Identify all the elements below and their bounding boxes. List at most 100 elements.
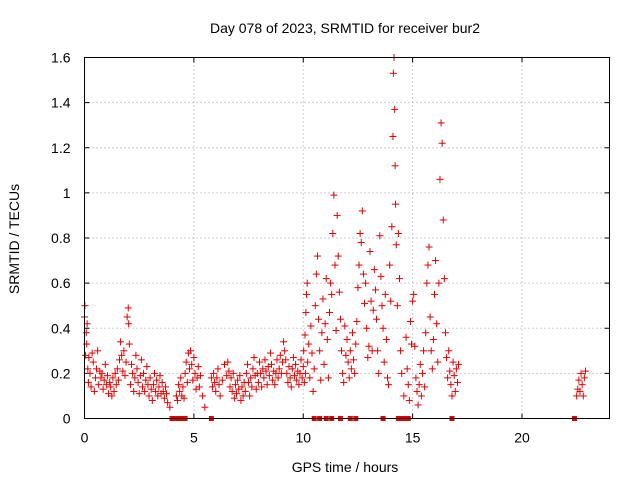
data-point: [103, 372, 111, 380]
data-point: [421, 383, 429, 391]
data-point: [331, 261, 339, 269]
data-point: [188, 360, 196, 368]
data-point: [392, 200, 400, 208]
data-point: [330, 191, 338, 199]
data-point: [176, 387, 184, 395]
data-point: [107, 383, 115, 391]
data-point: [158, 378, 166, 386]
data-point: [122, 358, 130, 366]
data-point: [316, 347, 324, 355]
data-point: [231, 381, 239, 389]
data-point: [84, 378, 92, 386]
data-point: [300, 378, 308, 386]
data-point: [147, 385, 155, 393]
data-point: [299, 363, 307, 371]
data-point: [365, 342, 373, 350]
data-point: [153, 376, 161, 384]
data-point: [265, 372, 273, 380]
data-point: [351, 369, 359, 377]
data-point: [182, 358, 190, 366]
data-point: [133, 365, 141, 373]
data-point: [120, 347, 128, 355]
data-point: [389, 69, 397, 77]
data-point: [146, 374, 154, 382]
data-point: [445, 347, 453, 355]
data-point: [247, 374, 255, 382]
data-point: [315, 315, 323, 323]
data-point: [98, 369, 106, 377]
data-point: [340, 378, 348, 386]
data-point: [437, 119, 445, 127]
y-tick-label: 1.4: [51, 95, 71, 111]
data-point: [142, 376, 150, 384]
data-point: [214, 365, 222, 373]
data-point: [352, 340, 360, 348]
data-point: [130, 387, 138, 395]
data-point: [111, 369, 119, 377]
y-tick-label: 0.2: [51, 365, 71, 381]
data-point: [432, 257, 440, 265]
data-point: [250, 354, 258, 362]
data-point: [286, 374, 294, 382]
x-tick-label: 15: [405, 430, 421, 446]
data-point: [225, 367, 233, 375]
data-point: [310, 365, 318, 373]
data-point: [339, 369, 347, 377]
data-point: [101, 360, 109, 368]
data-point: [280, 338, 288, 346]
data-point: [87, 383, 95, 391]
data-point: [578, 381, 586, 389]
data-point: [263, 381, 271, 389]
data-point: [194, 363, 202, 371]
data-point: [400, 392, 408, 400]
data-point: [359, 270, 367, 278]
data-point: [132, 351, 140, 359]
data-point: [350, 356, 358, 364]
data-point: [191, 369, 199, 377]
data-point: [450, 372, 458, 380]
data-point: [326, 308, 333, 316]
data-point: [212, 387, 220, 395]
data-point: [261, 356, 269, 364]
data-point: [415, 381, 423, 389]
data-point: [344, 358, 352, 366]
data-point: [328, 290, 336, 298]
data-point: [260, 374, 268, 382]
data-point: [403, 365, 411, 373]
data-point: [118, 351, 126, 359]
data-point: [327, 279, 335, 287]
data-point: [321, 320, 329, 328]
data-point: [300, 347, 308, 355]
data-point: [189, 376, 197, 384]
data-point: [354, 284, 362, 292]
data-point: [109, 374, 117, 382]
data-point: [135, 390, 143, 398]
data-point: [379, 324, 387, 332]
data-point: [398, 369, 406, 377]
data-point: [342, 351, 350, 359]
data-point: [181, 369, 189, 377]
data-point: [446, 367, 454, 375]
data-point: [173, 396, 181, 404]
data-point: [161, 383, 169, 391]
data-point: [226, 383, 234, 391]
data-point: [438, 139, 446, 147]
data-point: [246, 392, 254, 400]
data-point: [88, 349, 96, 357]
data-point: [378, 302, 386, 310]
data-point: [84, 365, 92, 373]
data-point: [145, 392, 153, 400]
data-point: [452, 365, 460, 373]
data-point: [108, 392, 116, 400]
data-point: [341, 322, 349, 330]
data-point: [187, 347, 195, 355]
y-tick-label: 0.6: [51, 275, 71, 291]
data-point: [237, 396, 245, 404]
data-point: [298, 374, 306, 382]
x-tick-label: 5: [190, 430, 198, 446]
data-point: [312, 270, 320, 278]
data-point: [322, 275, 330, 283]
data-point: [336, 315, 344, 323]
data-point: [441, 329, 449, 337]
data-point: [451, 387, 459, 395]
